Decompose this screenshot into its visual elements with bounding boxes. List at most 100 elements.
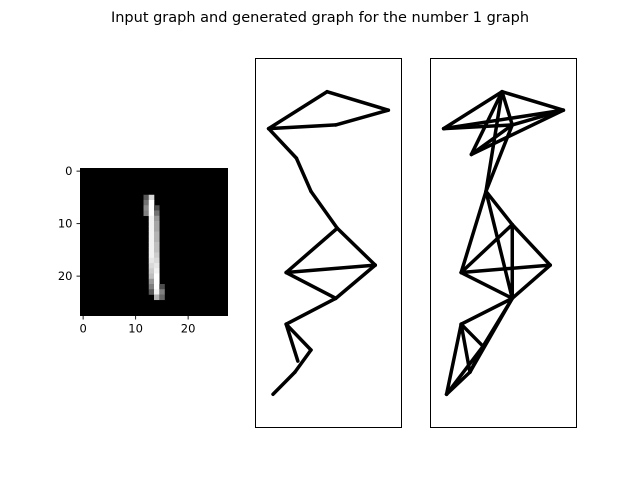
input-graph-frame: [255, 58, 402, 428]
image-x-axis: 0 10 20: [79, 315, 196, 336]
image-pixel: [159, 289, 165, 295]
figure-title: Input graph and generated graph for the …: [111, 10, 529, 26]
image-pixel: [143, 210, 150, 217]
image-pixel: [148, 242, 155, 248]
image-pixel: [148, 289, 155, 295]
image-pixel: [148, 205, 155, 211]
graph-edge: [284, 263, 377, 275]
graph-edge: [266, 126, 299, 160]
x-tick-label: 10: [128, 322, 143, 336]
image-pixel: [148, 200, 155, 206]
graph-edge: [510, 222, 552, 267]
graph-edge: [284, 270, 338, 301]
image-pixel: [148, 231, 155, 238]
image-pixel: [143, 194, 150, 201]
image-pixel: [148, 215, 155, 222]
image-pixel: [154, 247, 160, 253]
image-pixel: [148, 221, 155, 227]
image-pixel: [148, 278, 155, 285]
graph-edge: [294, 156, 313, 194]
graph-edge: [334, 108, 391, 127]
image-pixel: [154, 284, 160, 290]
graph-edge: [444, 370, 472, 397]
input-image-panel: 0 10 20 0 10 20: [58, 164, 228, 336]
image-pixel: [148, 226, 155, 232]
image-pixel: [154, 210, 160, 217]
generated-graph-panel: [430, 58, 577, 428]
graph-edge: [441, 123, 515, 131]
x-tick-label: 20: [181, 322, 196, 336]
generated-graph-frame: [430, 58, 577, 428]
image-pixel: [159, 284, 165, 290]
image-pixel: [148, 210, 155, 217]
image-pixel: [154, 257, 160, 264]
graph-edge: [266, 89, 329, 131]
graph-edge: [325, 89, 391, 112]
image-pixel: [154, 236, 160, 243]
graph-edge: [484, 89, 504, 194]
image-pixel: [148, 273, 155, 280]
image-pixel: [154, 263, 160, 269]
graph-edge: [271, 370, 297, 397]
image-pixel: [148, 263, 155, 269]
image-pixel: [148, 257, 155, 264]
y-tick-label: 20: [58, 269, 73, 283]
graph-edge: [284, 296, 338, 326]
y-tick-label: 0: [65, 164, 72, 178]
image-pixel: [159, 294, 165, 301]
image-pixel: [154, 273, 160, 280]
graph-edge: [469, 123, 515, 157]
image-pixel: [154, 205, 160, 211]
image-pixel: [148, 236, 155, 243]
graph-edge: [484, 189, 515, 301]
graph-edge: [459, 263, 552, 275]
image-pixels: [80, 168, 228, 316]
image-frame: [80, 168, 228, 316]
graph-edge: [510, 263, 552, 301]
graph-edge: [309, 189, 340, 230]
image-pixel: [154, 294, 160, 301]
image-pixel: [154, 289, 160, 295]
graph-edge: [500, 89, 566, 112]
x-tick-label: 0: [79, 322, 86, 336]
image-pixel: [154, 215, 160, 222]
input-graph-edges: [266, 89, 391, 397]
y-tick-label: 10: [58, 217, 73, 231]
image-pixel: [143, 205, 150, 211]
graph-edge: [459, 189, 488, 275]
image-pixel: [154, 242, 160, 248]
graph-edge: [293, 348, 313, 374]
generated-graph-edges: [441, 89, 566, 397]
graph-edge: [335, 226, 377, 267]
graph-edge: [334, 263, 377, 301]
graph-edge: [469, 108, 566, 157]
graph-edge: [284, 226, 340, 275]
image-pixel: [143, 200, 150, 206]
image-pixel: [148, 247, 155, 253]
image-pixel: [154, 221, 160, 227]
graph-edge: [459, 322, 485, 349]
image-y-axis: 0 10 20: [58, 164, 81, 283]
image-pixel: [154, 231, 160, 238]
image-pixel: [148, 194, 155, 201]
image-pixel: [154, 226, 160, 232]
input-graph-panel: [255, 58, 402, 428]
graph-edge: [284, 322, 300, 363]
graph-edge: [459, 222, 515, 275]
graph-edge: [459, 270, 515, 301]
graph-edge: [484, 123, 515, 194]
graph-edge: [484, 189, 515, 227]
image-pixel: [154, 268, 160, 274]
graph-edge: [444, 322, 463, 397]
image-pixel: [154, 252, 160, 259]
graph-edge: [441, 108, 566, 131]
image-pixel: [154, 278, 160, 285]
graph-edge: [266, 123, 338, 131]
image-pixel: [148, 284, 155, 290]
graph-edge: [459, 296, 515, 326]
image-pixel: [148, 268, 155, 274]
graph-edge: [284, 322, 313, 352]
image-pixel: [148, 252, 155, 259]
graph-edge: [441, 89, 504, 131]
